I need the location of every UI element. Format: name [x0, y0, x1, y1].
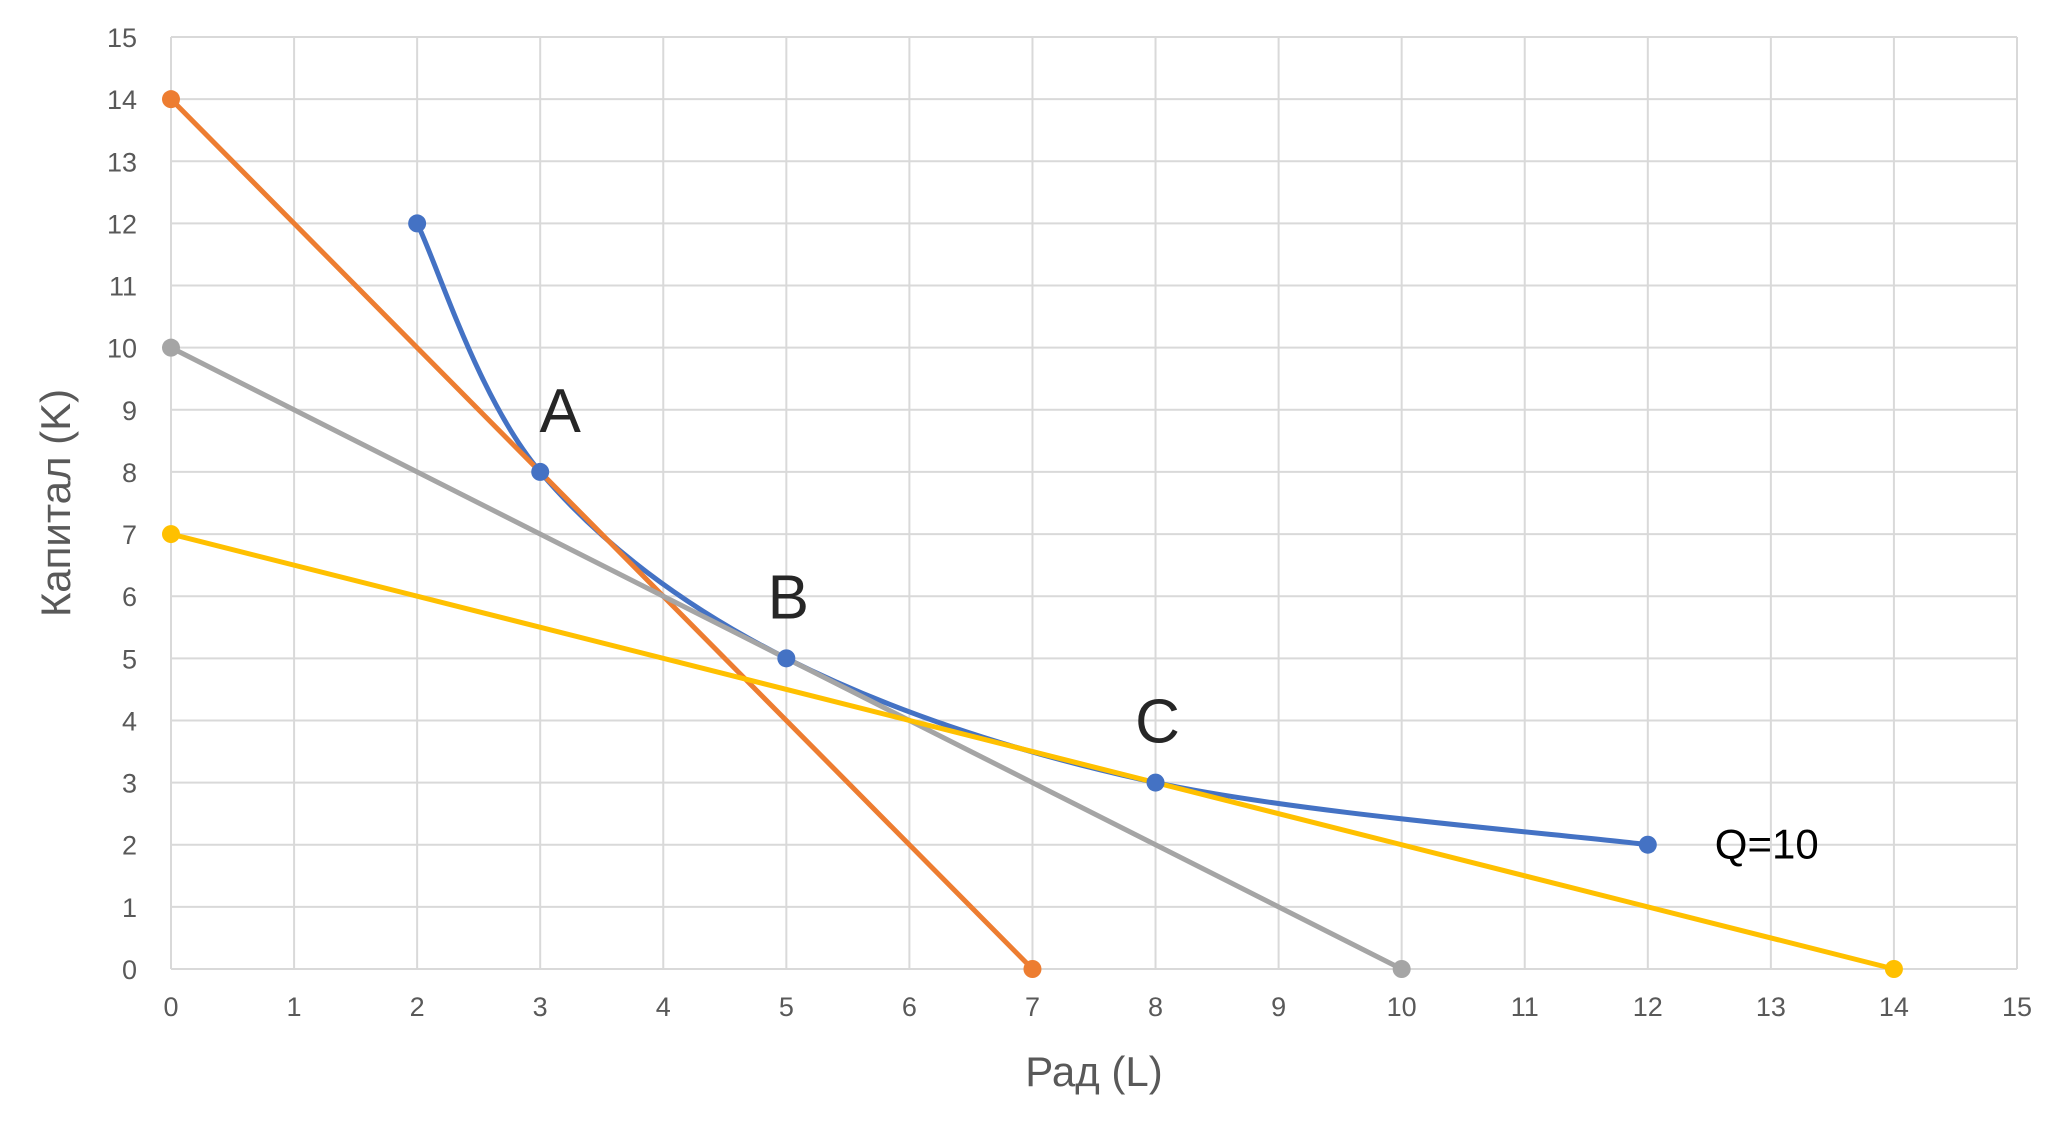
isoquant-point	[1146, 773, 1165, 792]
point-label-b: B	[768, 563, 809, 632]
x-tick-label: 15	[2002, 992, 2032, 1022]
tick-labels: 0 1 2 3 4 5 6 7 8 9 10 11 12 13 14 15012345678910111213…	[107, 23, 2032, 1022]
x-tick-label: 14	[1879, 992, 1909, 1022]
y-tick-label: 15	[107, 23, 137, 53]
x-tick-label: 8	[1148, 992, 1163, 1022]
y-tick-label: 1	[122, 893, 137, 923]
y-tick-label: 13	[107, 147, 137, 177]
isoquant-point	[1638, 835, 1657, 854]
y-tick-label: 11	[109, 272, 137, 302]
isoquant-point	[408, 214, 427, 233]
y-tick-label: 6	[122, 582, 137, 612]
y-tick-label: 4	[122, 706, 137, 736]
isocost-orange-point	[1023, 960, 1042, 978]
x-tick-label: 5	[779, 992, 794, 1022]
y-tick-label: 2	[122, 831, 137, 861]
y-tick-label: 12	[107, 209, 137, 239]
x-tick-label: 13	[1756, 992, 1786, 1022]
isocost-gray-point	[1392, 960, 1411, 978]
x-axis-title: Рад (L)	[1025, 1048, 1162, 1095]
grid	[170, 36, 2018, 970]
x-tick-label: 6	[902, 992, 917, 1022]
isoquant-label: Q=10	[1715, 821, 1819, 868]
isoquant-point	[777, 649, 796, 668]
x-tick-label: 12	[1633, 992, 1663, 1022]
y-tick-label: 5	[122, 644, 137, 674]
x-tick-label: 3	[533, 992, 548, 1022]
x-tick-label: 10	[1387, 992, 1417, 1022]
point-label-c: C	[1135, 688, 1180, 757]
isocost-gray-point	[162, 338, 180, 357]
isocost-yellow-point	[1884, 960, 1903, 978]
isocost-orange-point	[162, 90, 180, 109]
y-tick-label: 9	[122, 396, 137, 426]
annotations: Q=10 A B C	[540, 377, 1819, 868]
x-tick-label: 7	[1025, 992, 1040, 1022]
y-tick-label: 7	[122, 520, 137, 550]
x-tick-label: 0	[163, 992, 178, 1022]
x-tick-label: 1	[287, 992, 302, 1022]
y-tick-label: 8	[122, 458, 137, 488]
isocost-yellow-line	[168, 531, 1897, 972]
y-tick-label: 10	[107, 334, 137, 364]
isoquant-point	[531, 462, 550, 481]
isocost-yellow-point	[162, 525, 180, 544]
y-tick-label: 14	[107, 85, 137, 115]
x-tick-label: 2	[410, 992, 425, 1022]
x-tick-label: 11	[1511, 992, 1539, 1022]
series-markers	[162, 90, 1903, 978]
x-tick-label: 9	[1271, 992, 1286, 1022]
y-tick-label: 3	[122, 769, 137, 799]
y-axis-title: Капитал (K)	[32, 389, 79, 617]
x-tick-label: 4	[656, 992, 671, 1022]
y-tick-label: 0	[122, 955, 137, 985]
point-label-a: A	[540, 377, 582, 446]
isocost-orange-line	[168, 96, 1035, 972]
